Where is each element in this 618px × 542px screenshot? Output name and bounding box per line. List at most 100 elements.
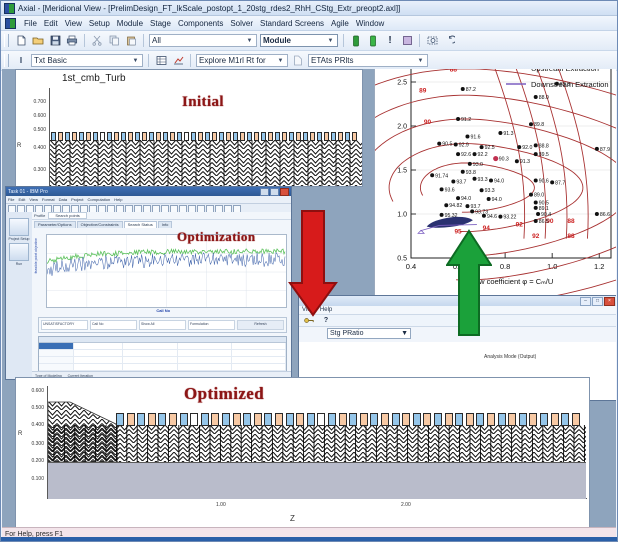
menu-item-components[interactable]: Components (178, 19, 223, 28)
scope-combo[interactable]: All ▼ (149, 34, 257, 47)
table-row[interactable] (39, 350, 286, 357)
blade (212, 132, 217, 141)
table-row[interactable] (39, 364, 286, 371)
svg-text:89.0: 89.0 (534, 193, 544, 199)
maximize-button[interactable]: □ (592, 297, 603, 306)
paste-icon[interactable] (124, 34, 138, 48)
optimization-convergence-plot[interactable] (46, 234, 287, 308)
efficiency-chart-window[interactable]: Turbine total-to-total efficiency0.51.01… (374, 69, 616, 299)
table-grid-icon[interactable] (154, 54, 168, 68)
table-row[interactable] (39, 343, 286, 350)
toolbar-grip[interactable] (4, 54, 9, 67)
profile-value[interactable]: Search points (48, 212, 86, 219)
svg-text:88: 88 (567, 233, 575, 240)
blade (268, 132, 273, 141)
chevron-down-icon[interactable]: ▼ (416, 58, 425, 64)
explore-combo[interactable]: Explore M1rl Rt for ▼ (196, 54, 288, 67)
opt-menu-format[interactable]: Format (42, 197, 55, 202)
svg-text:94.0: 94.0 (492, 197, 502, 203)
table-row[interactable] (39, 357, 286, 364)
open-folder-icon[interactable] (31, 34, 45, 48)
chevron-down-icon[interactable]: ▼ (326, 38, 335, 44)
opt-menu-help[interactable]: Help (114, 197, 122, 202)
optimization-window[interactable]: Task 01 - IBM Pro File Edit View Format … (5, 186, 292, 380)
blade (170, 132, 175, 141)
tab-parameter-options[interactable]: Parameter/Options (34, 221, 76, 228)
properties-icon[interactable] (400, 34, 414, 48)
blade (100, 132, 105, 141)
meridional-view-initial[interactable]: 1st_cmb_Turb Initial 0.700 0.600 0.500 0… (15, 69, 363, 187)
toolbar-grip[interactable] (4, 34, 9, 47)
cut-scissors-icon[interactable] (90, 34, 104, 48)
menu-item-setup[interactable]: Setup (89, 19, 110, 28)
x-axis-field[interactable]: Call No (90, 320, 137, 330)
zoom-region-icon[interactable] (425, 34, 439, 48)
copy-icon[interactable] (107, 34, 121, 48)
chevron-down-icon[interactable]: ▼ (401, 330, 408, 337)
nav-run-icon[interactable] (9, 243, 29, 261)
blade (148, 413, 156, 426)
print-icon[interactable] (65, 34, 79, 48)
text-style-icon[interactable]: I (14, 54, 28, 68)
chevron-down-icon[interactable]: ▼ (131, 58, 140, 64)
close-button[interactable] (280, 188, 289, 196)
menu-item-agile[interactable]: Agile (331, 19, 349, 28)
close-button[interactable]: × (604, 297, 615, 306)
maximize-button[interactable] (270, 188, 279, 196)
y-tick: 0.300 (19, 441, 44, 447)
menu-item-view[interactable]: View (65, 19, 82, 28)
nav-project-setup-icon[interactable] (9, 218, 29, 236)
show-all-field[interactable]: Show All (139, 320, 186, 330)
tab-info[interactable]: Info (158, 221, 173, 228)
chevron-down-icon[interactable]: ▼ (276, 58, 285, 64)
minimize-button[interactable] (260, 188, 269, 196)
etats-combo[interactable]: ETAts PRlts ▼ (308, 54, 428, 67)
blade (261, 132, 266, 141)
blade (561, 413, 569, 426)
green-battery-icon[interactable] (349, 34, 363, 48)
menu-item-standard-screens[interactable]: Standard Screens (260, 19, 324, 28)
formulation-field[interactable]: Formulation (188, 320, 235, 330)
blank-page-icon[interactable] (291, 54, 305, 68)
minimize-button[interactable]: – (580, 297, 591, 306)
svg-text:93.7: 93.7 (456, 179, 466, 185)
chevron-down-icon[interactable]: ▼ (245, 38, 254, 44)
blade (307, 413, 315, 426)
green-battery-filled-icon[interactable] (366, 34, 380, 48)
module-combo[interactable]: Module ▼ (260, 34, 338, 47)
new-document-icon[interactable] (14, 34, 28, 48)
optimization-results-grid[interactable] (38, 336, 287, 374)
tab-objective-constraints[interactable]: Objective/Constraints (77, 221, 123, 228)
svg-text:90.6: 90.6 (539, 179, 549, 185)
svg-text:1.2: 1.2 (594, 262, 604, 271)
toolbar-separator (143, 34, 144, 47)
stg-pratio-combo[interactable]: Stg PRatio ▼ (327, 328, 411, 339)
window-title: Axial - [Meridional View - [PrelimDesign… (18, 4, 400, 13)
opt-menu-data[interactable]: Data (59, 197, 67, 202)
menu-item-solver[interactable]: Solver (230, 19, 253, 28)
menu-item-file[interactable]: File (24, 19, 37, 28)
menu-item-stage[interactable]: Stage (150, 19, 171, 28)
initial-stamp: Initial (182, 94, 224, 111)
opt-menu-view[interactable]: View (29, 197, 38, 202)
menu-item-window[interactable]: Window (356, 19, 384, 28)
meridional-view-optimized[interactable]: Optimized 0.600 0.500 0.400 0.300 0.200 … (15, 377, 590, 527)
refresh-button[interactable]: Refresh (237, 320, 284, 330)
menu-item-module[interactable]: Module (117, 19, 143, 28)
exclamation-icon[interactable]: ! (383, 34, 397, 48)
undo-arrow-icon[interactable] (442, 34, 456, 48)
blade (254, 413, 262, 426)
meridional-top-hatch-region (50, 140, 363, 187)
optimization-window-titlebar[interactable]: Task 01 - IBM Pro (6, 187, 291, 196)
opt-menu-project[interactable]: Project (71, 197, 83, 202)
y-axis-field[interactable]: UNSATISFACTORY (41, 320, 88, 330)
save-disk-icon[interactable] (48, 34, 62, 48)
opt-menu-computation[interactable]: Computation (88, 197, 111, 202)
chart-icon[interactable] (171, 54, 185, 68)
opt-menu-file[interactable]: File (8, 197, 14, 202)
font-combo[interactable]: Txt Basic ▼ (31, 54, 143, 67)
opt-menu-edit[interactable]: Edit (18, 197, 25, 202)
tab-search-status[interactable]: Search Status (124, 221, 157, 228)
blade (324, 132, 329, 141)
menu-item-edit[interactable]: Edit (44, 19, 58, 28)
